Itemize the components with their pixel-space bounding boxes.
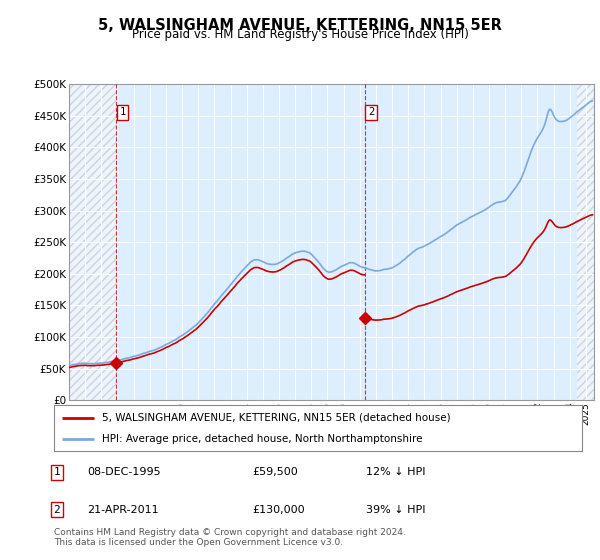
Text: Contains HM Land Registry data © Crown copyright and database right 2024.: Contains HM Land Registry data © Crown c… bbox=[54, 528, 406, 536]
Text: 5, WALSINGHAM AVENUE, KETTERING, NN15 5ER (detached house): 5, WALSINGHAM AVENUE, KETTERING, NN15 5E… bbox=[101, 413, 450, 423]
Text: 08-DEC-1995: 08-DEC-1995 bbox=[87, 467, 161, 477]
Bar bbox=[69, 84, 116, 400]
Text: 21-APR-2011: 21-APR-2011 bbox=[87, 505, 158, 515]
Text: £59,500: £59,500 bbox=[252, 467, 298, 477]
Text: 1: 1 bbox=[53, 467, 61, 477]
Text: HPI: Average price, detached house, North Northamptonshire: HPI: Average price, detached house, Nort… bbox=[101, 435, 422, 444]
Bar bbox=[577, 84, 594, 400]
Text: £130,000: £130,000 bbox=[252, 505, 305, 515]
Text: 2: 2 bbox=[368, 108, 374, 118]
Text: This data is licensed under the Open Government Licence v3.0.: This data is licensed under the Open Gov… bbox=[54, 538, 343, 547]
Text: 1: 1 bbox=[119, 108, 125, 118]
Text: 2: 2 bbox=[53, 505, 61, 515]
Text: 5, WALSINGHAM AVENUE, KETTERING, NN15 5ER: 5, WALSINGHAM AVENUE, KETTERING, NN15 5E… bbox=[98, 18, 502, 33]
Text: 39% ↓ HPI: 39% ↓ HPI bbox=[366, 505, 425, 515]
Text: Price paid vs. HM Land Registry's House Price Index (HPI): Price paid vs. HM Land Registry's House … bbox=[131, 28, 469, 41]
Text: 12% ↓ HPI: 12% ↓ HPI bbox=[366, 467, 425, 477]
